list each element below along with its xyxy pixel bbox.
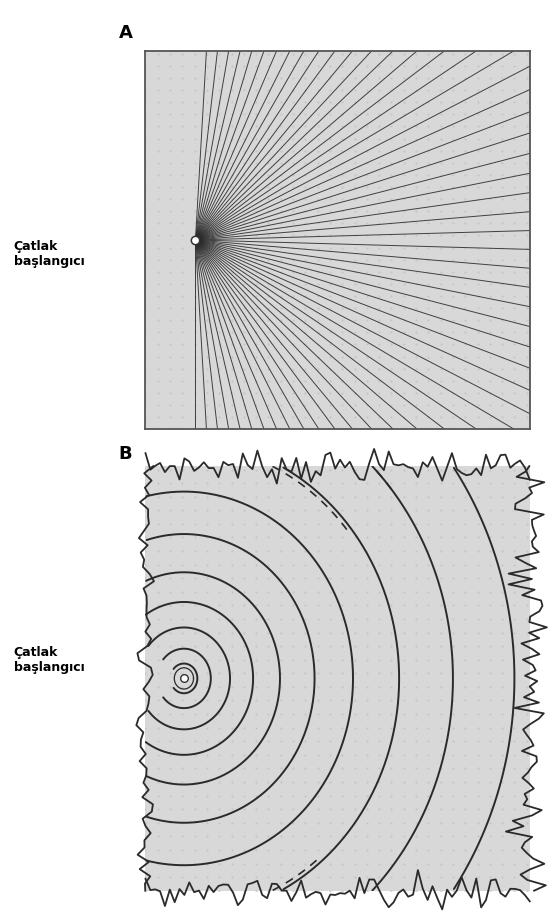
Text: Çatlak
başlangıcı: Çatlak başlangıcı	[14, 646, 85, 674]
Text: A: A	[119, 24, 132, 42]
Text: B: B	[119, 445, 132, 463]
Text: Çatlak
başlangıcı: Çatlak başlangıcı	[14, 240, 85, 268]
